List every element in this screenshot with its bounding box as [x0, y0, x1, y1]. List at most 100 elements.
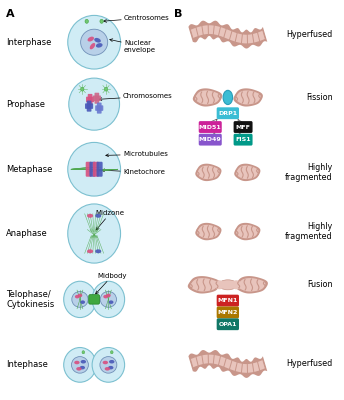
- Ellipse shape: [214, 280, 224, 289]
- Ellipse shape: [95, 249, 101, 253]
- Polygon shape: [190, 278, 218, 292]
- FancyBboxPatch shape: [97, 102, 101, 114]
- Circle shape: [100, 19, 103, 23]
- FancyBboxPatch shape: [85, 103, 93, 109]
- Polygon shape: [189, 21, 267, 48]
- Ellipse shape: [68, 142, 120, 196]
- Ellipse shape: [72, 356, 88, 373]
- Ellipse shape: [75, 295, 79, 298]
- Polygon shape: [236, 166, 258, 179]
- Ellipse shape: [106, 294, 111, 297]
- Ellipse shape: [103, 361, 108, 364]
- Circle shape: [110, 351, 113, 354]
- Text: MID51: MID51: [199, 124, 222, 130]
- Text: Microtubules: Microtubules: [106, 151, 168, 157]
- Circle shape: [80, 87, 84, 91]
- Ellipse shape: [69, 78, 120, 130]
- Ellipse shape: [92, 348, 125, 382]
- Polygon shape: [191, 25, 265, 44]
- Text: Centrosomes: Centrosomes: [104, 15, 170, 22]
- FancyBboxPatch shape: [95, 105, 103, 111]
- Text: DRP1: DRP1: [218, 111, 237, 116]
- Ellipse shape: [87, 37, 94, 42]
- Text: Interphase: Interphase: [6, 38, 52, 47]
- Text: Prophase: Prophase: [6, 100, 45, 109]
- Text: B: B: [174, 9, 182, 19]
- FancyBboxPatch shape: [87, 101, 92, 112]
- FancyBboxPatch shape: [93, 96, 101, 101]
- Ellipse shape: [68, 204, 120, 263]
- Text: MFN1: MFN1: [218, 298, 238, 303]
- Polygon shape: [193, 88, 222, 106]
- Polygon shape: [236, 90, 261, 104]
- Ellipse shape: [78, 294, 82, 297]
- Ellipse shape: [94, 38, 101, 42]
- FancyBboxPatch shape: [97, 162, 103, 177]
- FancyBboxPatch shape: [89, 295, 99, 304]
- FancyBboxPatch shape: [234, 121, 252, 133]
- Text: Anaphase: Anaphase: [6, 229, 48, 238]
- Circle shape: [82, 351, 85, 354]
- Text: OPA1: OPA1: [218, 322, 237, 327]
- FancyBboxPatch shape: [86, 97, 94, 102]
- Polygon shape: [234, 164, 260, 181]
- FancyBboxPatch shape: [86, 162, 92, 177]
- Text: Intephase: Intephase: [6, 360, 48, 369]
- Text: Kinetochore: Kinetochore: [102, 169, 165, 175]
- Text: Midzone: Midzone: [96, 210, 125, 230]
- Text: Highly
fragmented: Highly fragmented: [285, 222, 333, 241]
- Ellipse shape: [64, 281, 96, 318]
- FancyBboxPatch shape: [217, 107, 239, 119]
- FancyBboxPatch shape: [217, 306, 239, 318]
- Ellipse shape: [76, 367, 82, 370]
- FancyBboxPatch shape: [89, 162, 96, 177]
- Text: MFF: MFF: [236, 124, 250, 130]
- Polygon shape: [234, 88, 263, 106]
- Ellipse shape: [87, 249, 93, 253]
- Polygon shape: [191, 355, 265, 373]
- Polygon shape: [195, 164, 222, 181]
- Polygon shape: [234, 223, 260, 240]
- Ellipse shape: [80, 360, 86, 364]
- Text: Hyperfused: Hyperfused: [287, 359, 333, 368]
- Polygon shape: [189, 350, 267, 378]
- Ellipse shape: [92, 281, 125, 318]
- FancyBboxPatch shape: [234, 134, 252, 146]
- Ellipse shape: [72, 292, 88, 307]
- Polygon shape: [197, 225, 219, 238]
- Circle shape: [104, 87, 108, 91]
- Ellipse shape: [108, 366, 114, 370]
- FancyBboxPatch shape: [217, 318, 239, 330]
- FancyBboxPatch shape: [199, 134, 222, 146]
- Polygon shape: [238, 278, 265, 292]
- Ellipse shape: [87, 214, 93, 218]
- Ellipse shape: [90, 43, 95, 49]
- Ellipse shape: [109, 360, 115, 364]
- Ellipse shape: [223, 90, 233, 104]
- Text: Fission: Fission: [306, 93, 333, 102]
- Ellipse shape: [80, 300, 85, 304]
- Ellipse shape: [218, 280, 237, 290]
- Ellipse shape: [68, 15, 120, 69]
- FancyBboxPatch shape: [217, 295, 239, 306]
- Text: FIS1: FIS1: [235, 137, 251, 142]
- Text: Nuclear
envelope: Nuclear envelope: [110, 39, 156, 53]
- FancyBboxPatch shape: [95, 93, 99, 104]
- Ellipse shape: [64, 348, 96, 382]
- Ellipse shape: [100, 356, 117, 373]
- Polygon shape: [188, 276, 221, 294]
- FancyBboxPatch shape: [88, 94, 93, 105]
- Text: Telophase/
Cytokinesis: Telophase/ Cytokinesis: [6, 290, 54, 309]
- Text: Hyperfused: Hyperfused: [287, 30, 333, 39]
- Ellipse shape: [80, 29, 108, 55]
- Polygon shape: [197, 166, 219, 179]
- Ellipse shape: [103, 295, 108, 298]
- Ellipse shape: [95, 214, 101, 218]
- Text: Midbody: Midbody: [96, 273, 127, 294]
- Ellipse shape: [79, 366, 85, 370]
- Text: A: A: [6, 9, 15, 19]
- Ellipse shape: [100, 292, 117, 307]
- FancyBboxPatch shape: [199, 121, 222, 133]
- Text: Metaphase: Metaphase: [6, 165, 53, 174]
- Polygon shape: [195, 90, 220, 104]
